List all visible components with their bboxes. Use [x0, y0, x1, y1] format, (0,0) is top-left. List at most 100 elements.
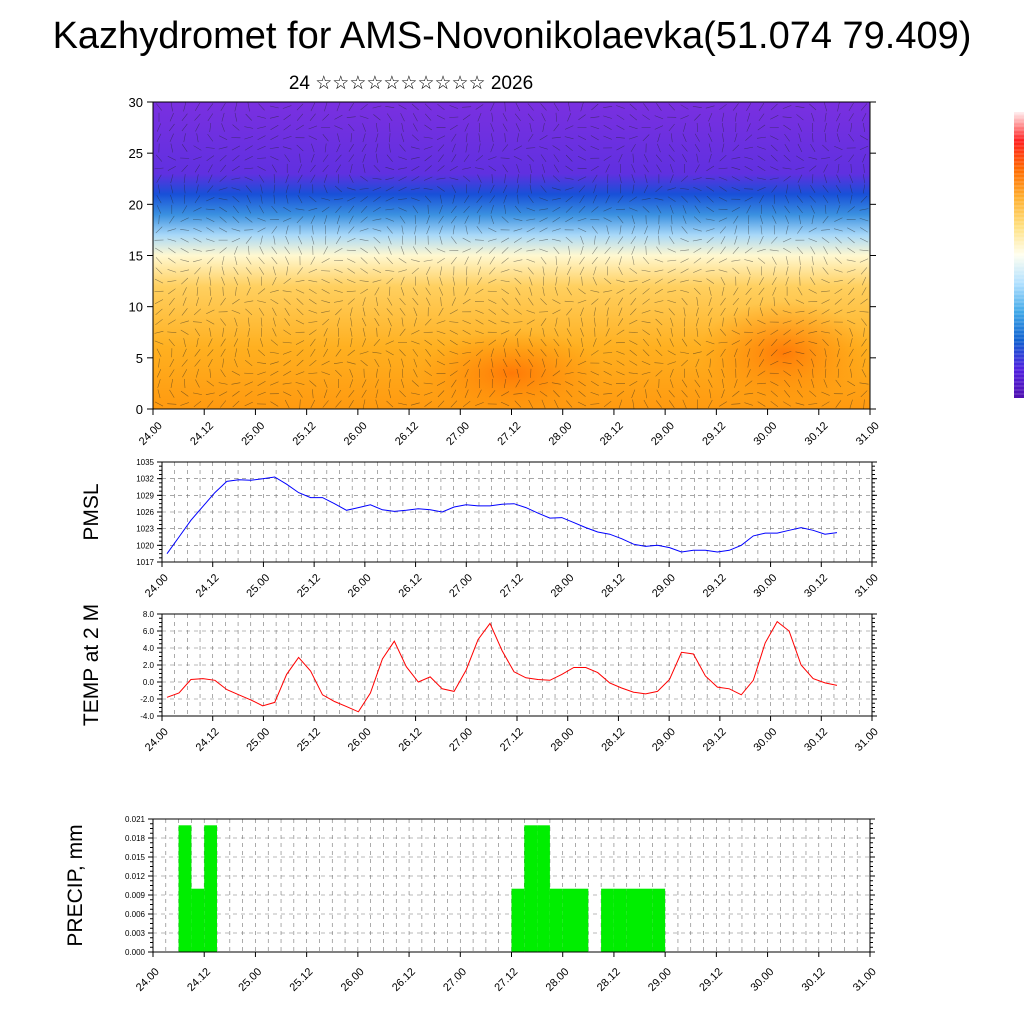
x-tick-label: 25.12 [288, 966, 316, 994]
y-tick-label: 6.0 [143, 627, 155, 636]
y-tick-label: 0.009 [125, 891, 146, 900]
x-tick-label: 31.00 [851, 966, 879, 994]
y-tick-label: 0.0 [143, 678, 155, 687]
precip-chart: 0.000 0.003 0.006 0.009 0.012 0.015 0.018 0.021… [64, 815, 879, 994]
y-tick-label: 8.0 [143, 610, 155, 619]
x-tick-label: 30.00 [748, 966, 776, 994]
x-tick-label: 26.00 [346, 726, 374, 754]
precip-bar [191, 888, 205, 952]
precip-bar [613, 888, 627, 952]
y-tick-label: 20 [129, 197, 143, 212]
x-tick-label: 30.00 [751, 572, 779, 600]
x-tick-label: 25.12 [295, 726, 323, 754]
y-tick-label: -2.0 [140, 695, 154, 704]
x-tick-label: 29.12 [700, 420, 728, 448]
y-tick-label: 1017 [136, 558, 154, 567]
precip-grid [153, 818, 870, 953]
x-tick-label: 29.12 [701, 726, 729, 754]
y-tick-label: 0 [136, 402, 143, 417]
y-tick-label: 1029 [136, 491, 154, 500]
x-tick-label: 25.00 [244, 572, 272, 600]
precip-bar [178, 825, 192, 952]
precip-bar [204, 825, 217, 952]
x-tick-label: 24.00 [143, 726, 171, 754]
precip-bar [549, 888, 563, 952]
y-tick-label: 2.0 [143, 661, 155, 670]
x-tick-label: 28.12 [595, 966, 623, 994]
pmsl-series-line [166, 476, 838, 554]
x-tick-label: 25.00 [236, 966, 264, 994]
y-tick-label: 0.018 [125, 834, 146, 843]
x-tick-label: 28.00 [549, 726, 577, 754]
x-tick-label: 27.12 [495, 420, 523, 448]
x-tick-label: 25.12 [291, 420, 319, 448]
y-tick-label: -4.0 [140, 712, 154, 721]
y-tick-label: 0.000 [125, 948, 146, 957]
x-tick-label: 28.00 [544, 966, 572, 994]
x-tick-label: 24.12 [185, 966, 213, 994]
precip-bar [524, 825, 538, 952]
temp-chart: -4.0 -2.0 0.0 2.0 4.0 6.0 8.0 24.00 24.12 25.00 25… [80, 604, 881, 754]
x-tick-label: 29.00 [646, 966, 674, 994]
x-tick-label: 30.12 [800, 966, 828, 994]
temp-series-line [166, 620, 838, 713]
y-tick-label: 0.012 [125, 872, 146, 881]
precip-y-axis-label: PRECIP, mm [64, 824, 87, 946]
page-subtitle: 24 ☆☆☆☆☆☆☆☆☆☆ 2026 [288, 73, 534, 94]
x-tick-label: 30.00 [751, 726, 779, 754]
x-tick-label: 29.00 [650, 726, 678, 754]
x-tick-label: 24.00 [143, 572, 171, 600]
y-tick-label: 10 [129, 300, 143, 315]
precip-frame-top [152, 818, 871, 953]
colorbar-segments [1014, 113, 1024, 395]
x-tick-label: 26.12 [396, 572, 424, 600]
x-tick-label: 24.00 [137, 420, 165, 448]
x-tick-label: 27.00 [447, 572, 475, 600]
colorbar [1014, 112, 1024, 398]
y-tick-label: 0.015 [125, 853, 146, 862]
precip-bar [511, 888, 525, 952]
y-tick-label: 1032 [136, 475, 154, 484]
wind-vector-field [154, 102, 869, 409]
y-tick-label: 30 [129, 95, 143, 110]
x-tick-label: 27.00 [441, 966, 469, 994]
x-tick-label: 28.12 [598, 420, 626, 448]
x-tick-label: 30.00 [751, 420, 779, 448]
y-tick-label: 15 [129, 249, 143, 264]
page-title: Kazhydromet for AMS-Novonikolaevka(51.07… [52, 15, 972, 57]
precip-bar [626, 888, 640, 952]
x-tick-label: 30.12 [802, 726, 830, 754]
colorbar-gradient [1014, 112, 1024, 398]
warm-area [697, 300, 870, 405]
x-tick-label: 27.00 [447, 726, 475, 754]
x-tick-label: 29.00 [649, 420, 677, 448]
x-tick-label: 28.00 [547, 420, 575, 448]
x-tick-label: 27.12 [498, 726, 526, 754]
precip-bar [575, 888, 589, 952]
y-tick-label: 0.003 [125, 929, 146, 938]
y-tick-label: 0.006 [125, 910, 146, 919]
x-tick-label: 28.00 [549, 572, 577, 600]
precip-bar [639, 888, 653, 952]
temp2m-grid [162, 613, 872, 717]
y-tick-label: 1023 [136, 525, 154, 534]
x-tick-label: 27.12 [498, 572, 526, 600]
warm-area [418, 330, 605, 409]
x-tick-label: 29.12 [701, 572, 729, 600]
x-tick-label: 26.00 [342, 420, 370, 448]
temp2m-y-axis-label: TEMP at 2 M [80, 604, 103, 726]
x-tick-label: 26.00 [346, 572, 374, 600]
x-tick-label: 29.00 [650, 572, 678, 600]
x-tick-label: 25.00 [239, 420, 267, 448]
x-tick-label: 26.12 [393, 420, 421, 448]
y-tick-label: 0.021 [125, 815, 146, 824]
y-tick-label: 4.0 [143, 644, 155, 653]
x-tick-label: 26.00 [339, 966, 367, 994]
x-tick-label: 31.00 [853, 726, 881, 754]
x-tick-label: 31.00 [853, 572, 881, 600]
x-tick-label: 30.12 [803, 420, 831, 448]
x-tick-label: 26.12 [396, 726, 424, 754]
x-tick-label: 27.12 [492, 966, 520, 994]
y-tick-label: 1035 [136, 458, 154, 467]
